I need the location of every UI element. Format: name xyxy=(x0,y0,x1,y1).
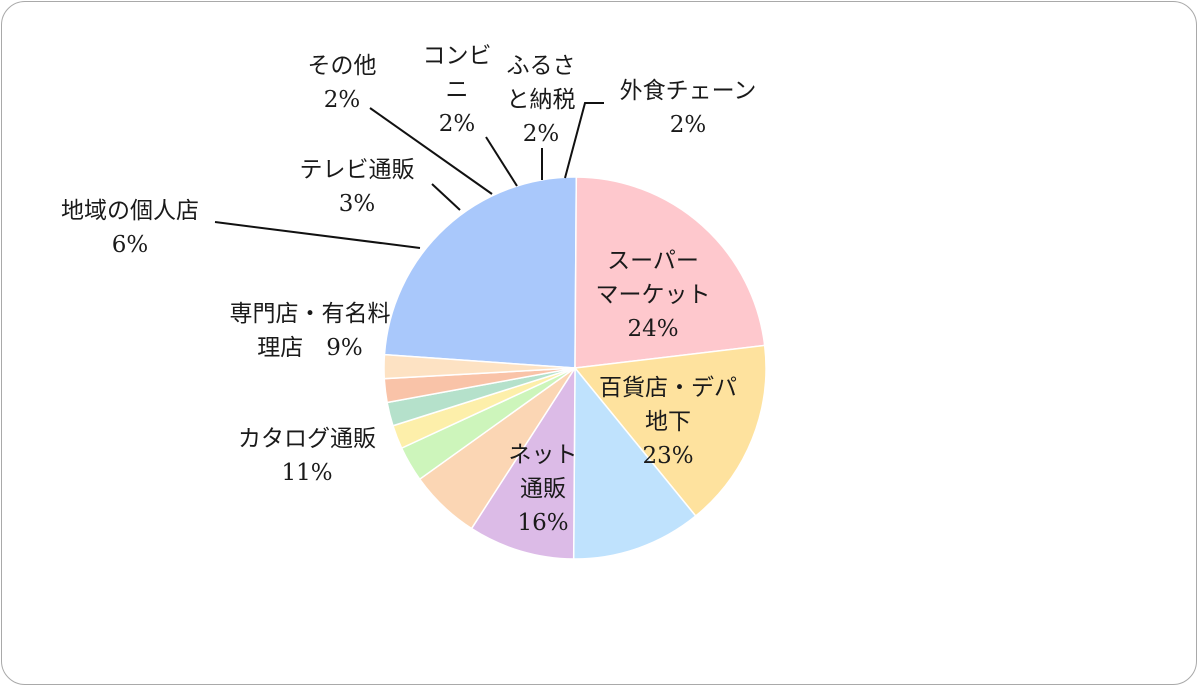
slice-label: コンビニ 2% xyxy=(423,43,492,137)
slice-label: スーパーマーケット 24% xyxy=(596,248,711,342)
pie-slice xyxy=(470,365,576,560)
slice-label: ふるさと納税 2% xyxy=(507,53,576,147)
leader-line xyxy=(564,102,604,179)
slice-labels: スーパーマーケット 24% 百貨店・デパ地下 23% ネット通販 16% カタログ通販 11%… xyxy=(61,43,756,536)
slice-label: その他 2% xyxy=(308,53,377,113)
pie-slice xyxy=(574,176,766,369)
pie-slices xyxy=(383,176,767,560)
slice-label: カタログ通販 11% xyxy=(238,426,376,486)
pie-slice xyxy=(572,365,697,560)
slice-label: 専門店・有名料理店 9% xyxy=(230,301,391,361)
slice-label: テレビ通販 3% xyxy=(300,157,415,217)
leader-lines xyxy=(214,102,604,249)
leader-line xyxy=(431,183,461,211)
slice-label: 地域の個人店 6% xyxy=(61,198,199,258)
slice-label: 百貨店・デパ地下 23% xyxy=(599,375,737,469)
slice-label: ネット通販 16% xyxy=(509,442,578,536)
leader-line xyxy=(214,221,421,249)
pie-slice xyxy=(383,353,576,380)
pie-slice xyxy=(573,344,767,518)
slice-label: 外食チェーン 2% xyxy=(620,78,757,138)
pie-slice xyxy=(383,176,578,369)
leader-line xyxy=(485,136,518,187)
leader-line xyxy=(369,107,493,195)
